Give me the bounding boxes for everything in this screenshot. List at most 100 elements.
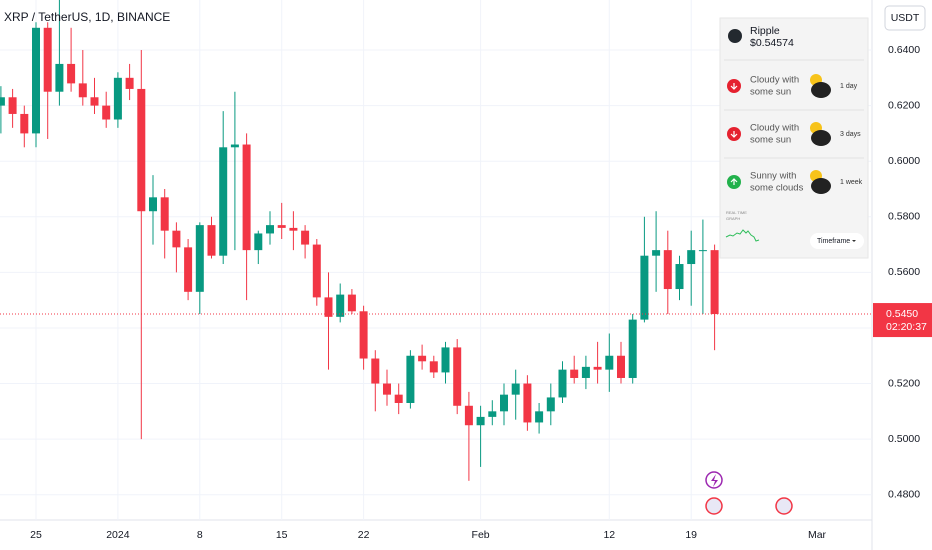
candle-body xyxy=(453,347,462,406)
timeframe-button[interactable] xyxy=(810,233,864,249)
last-price-box xyxy=(873,303,932,338)
forecast-text: Sunny with xyxy=(750,171,796,182)
candle-body xyxy=(617,355,625,378)
forecast-text: some clouds xyxy=(750,183,804,194)
cloud xyxy=(811,82,831,98)
candle-body xyxy=(55,63,64,92)
candle-body xyxy=(266,225,274,234)
arrow xyxy=(730,131,738,138)
candle-body xyxy=(67,63,76,84)
forecast-text: some sun xyxy=(750,87,791,98)
dropdown-arrow xyxy=(852,240,856,242)
candle-body xyxy=(710,250,719,315)
event-icon[interactable] xyxy=(775,497,793,515)
forecast-text: Cloudy with xyxy=(750,123,799,134)
candle-body xyxy=(8,97,17,114)
candle-body xyxy=(90,97,99,106)
event-icon[interactable] xyxy=(705,497,723,515)
candle-body xyxy=(675,264,684,290)
y-tick-label: 0.5000 xyxy=(888,433,920,445)
graph-label: REAL TIME xyxy=(726,210,747,215)
candle-body xyxy=(301,230,310,245)
candle-body xyxy=(289,227,298,231)
candle-body xyxy=(488,411,497,417)
candles xyxy=(0,0,719,481)
candle-body xyxy=(160,197,169,231)
x-tick-label: 2024 xyxy=(106,529,130,541)
forecast-period: 1 week xyxy=(840,179,863,186)
widget-panel xyxy=(719,17,869,259)
candle-body xyxy=(137,88,146,212)
candle-body xyxy=(640,255,649,320)
candle-body xyxy=(20,113,29,134)
candle-body xyxy=(394,394,403,403)
candle-body xyxy=(406,355,415,403)
forecast-period: 3 days xyxy=(840,131,861,138)
candle-body xyxy=(254,233,263,251)
candle-body xyxy=(184,247,193,292)
last-price-label: 0.5450 xyxy=(886,308,918,320)
candle-body xyxy=(663,250,672,290)
chart-title: XRP / TetherUS, 1D, BINANCE xyxy=(4,10,170,24)
candle-body xyxy=(277,225,286,228)
candle-body xyxy=(347,294,356,312)
candle-body xyxy=(32,27,40,134)
candle-body xyxy=(581,366,590,378)
countdown-label: 02:20:37 xyxy=(886,321,927,333)
candle-body xyxy=(687,250,696,265)
candle-body xyxy=(195,225,204,292)
candle-body xyxy=(441,347,450,373)
y-tick-label: 0.6000 xyxy=(888,155,920,167)
arrow xyxy=(730,178,738,185)
candle-body xyxy=(324,297,333,317)
candle-body xyxy=(652,250,661,256)
x-tick-label: 22 xyxy=(358,529,370,541)
candle-body xyxy=(511,383,520,395)
coin-icon xyxy=(728,29,742,43)
candle-body xyxy=(172,230,181,248)
forecast-period: 1 day xyxy=(840,83,858,90)
candle-body xyxy=(207,225,216,256)
x-tick-label: Feb xyxy=(472,529,490,541)
cloud xyxy=(811,178,831,194)
candle-body xyxy=(113,77,122,120)
currency-button[interactable] xyxy=(884,5,926,31)
candle-body xyxy=(125,77,134,89)
candle-body xyxy=(312,244,321,298)
candle-body xyxy=(464,405,473,426)
candle-body xyxy=(429,361,438,373)
candle-body xyxy=(102,105,111,120)
candle-body xyxy=(149,197,157,212)
x-tick-label: 12 xyxy=(603,529,615,541)
y-tick-label: 0.5600 xyxy=(888,266,920,278)
candle-body xyxy=(230,144,239,148)
graph-label: GRAPH xyxy=(726,216,740,221)
candle-body xyxy=(418,355,427,362)
candle-body xyxy=(558,369,567,398)
candle-body xyxy=(500,394,508,412)
x-tick-label: 19 xyxy=(685,529,697,541)
candle-body xyxy=(605,355,614,370)
event-icons xyxy=(705,471,793,515)
forecast-text: some sun xyxy=(750,135,791,146)
timeframe-label[interactable]: Timeframe xyxy=(817,238,850,245)
candle-body xyxy=(535,411,544,423)
candle-body xyxy=(371,358,380,384)
candle-body xyxy=(43,27,52,92)
arrow xyxy=(730,83,738,90)
currency-label[interactable]: USDT xyxy=(891,12,920,24)
x-tick-label: Mar xyxy=(808,529,827,541)
candle-body xyxy=(698,250,707,252)
candle-body xyxy=(593,366,602,370)
candle-body xyxy=(359,311,368,359)
y-tick-label: 0.4800 xyxy=(888,488,920,500)
candle-body xyxy=(0,97,5,106)
sparkline xyxy=(725,229,760,242)
y-tick-label: 0.5200 xyxy=(888,377,920,389)
candle-body xyxy=(628,319,637,378)
candle-body xyxy=(336,294,345,317)
